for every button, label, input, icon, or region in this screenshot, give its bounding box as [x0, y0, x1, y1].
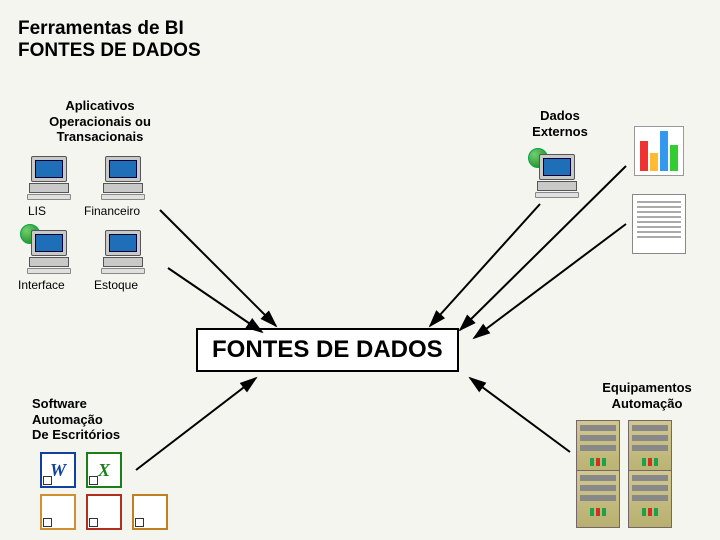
page-title: Ferramentas de BI FONTES DE DADOS — [18, 18, 201, 62]
center-box: FONTES DE DADOS — [196, 328, 459, 372]
computer-label: Interface — [18, 278, 65, 292]
rack-icon — [628, 470, 672, 528]
computer-icon — [100, 156, 146, 202]
external-computer-icon — [534, 154, 580, 200]
chart-icon — [634, 126, 684, 176]
title-line-1: Ferramentas de BI — [18, 18, 201, 40]
title-line-2: FONTES DE DADOS — [18, 40, 201, 62]
computer-label: LIS — [28, 204, 46, 218]
office-label: Software Automação De Escritórios — [32, 396, 162, 443]
chart-bar — [670, 145, 678, 171]
external-label: Dados Externos — [500, 108, 620, 139]
chart-bar — [650, 153, 658, 171]
document-icon — [632, 194, 686, 254]
equip-label: Equipamentos Automação — [582, 380, 712, 411]
arrow — [470, 378, 570, 452]
apps-label: Aplicativos Operacionais ou Transacionai… — [20, 98, 180, 145]
office-app-icon: W — [40, 452, 76, 488]
computer-label: Financeiro — [84, 204, 140, 218]
arrow — [430, 204, 540, 326]
computer-icon — [26, 156, 72, 202]
arrow — [160, 210, 276, 326]
chart-bar — [660, 131, 668, 171]
computer-icon — [100, 230, 146, 276]
arrow — [168, 268, 262, 332]
office-app-icon: X — [86, 452, 122, 488]
computer-label: Estoque — [94, 278, 138, 292]
rack-icon — [576, 470, 620, 528]
computer-icon — [26, 230, 72, 276]
chart-bar — [640, 141, 648, 171]
office-app-icon — [40, 494, 76, 530]
arrow — [474, 224, 626, 338]
office-app-icon — [132, 494, 168, 530]
office-app-icon — [86, 494, 122, 530]
